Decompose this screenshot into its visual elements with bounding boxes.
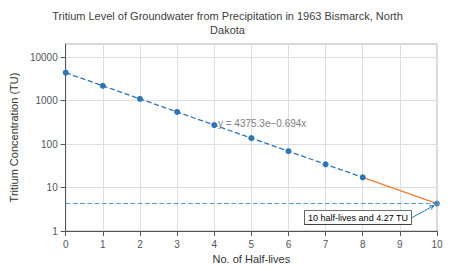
svg-text:9: 9 <box>397 239 403 250</box>
svg-text:3: 3 <box>174 239 180 250</box>
svg-text:Tritium Level of Groundwater f: Tritium Level of Groundwater from Precip… <box>52 10 403 22</box>
svg-text:Dakota: Dakota <box>210 24 246 36</box>
svg-text:1: 1 <box>52 226 58 237</box>
svg-text:0: 0 <box>63 239 69 250</box>
svg-text:2: 2 <box>137 239 143 250</box>
svg-text:6: 6 <box>286 239 292 250</box>
svg-text:10000: 10000 <box>30 52 58 63</box>
svg-text:Tritium Concentration (TU): Tritium Concentration (TU) <box>8 73 20 203</box>
svg-text:5: 5 <box>249 239 255 250</box>
svg-text:1: 1 <box>100 239 106 250</box>
svg-text:No. of Half-lives: No. of Half-lives <box>213 253 291 265</box>
svg-text:y = 4375.3e−0.694x: y = 4375.3e−0.694x <box>218 118 306 129</box>
svg-text:4: 4 <box>211 239 217 250</box>
svg-text:10 half-lives and 4.27 TU: 10 half-lives and 4.27 TU <box>308 213 408 223</box>
svg-text:8: 8 <box>360 239 366 250</box>
svg-text:100: 100 <box>41 139 58 150</box>
svg-text:10: 10 <box>47 182 59 193</box>
svg-text:1000: 1000 <box>35 95 58 106</box>
svg-text:10: 10 <box>431 239 443 250</box>
svg-text:7: 7 <box>323 239 329 250</box>
